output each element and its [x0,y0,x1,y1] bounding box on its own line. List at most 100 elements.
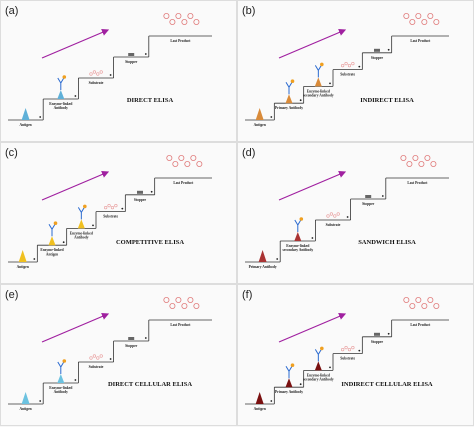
step-label-line: Stopper [371,340,384,344]
substrate-icon [351,61,355,66]
step-label-line: Primary Antibody [249,265,277,269]
step-label-line: Primary Antibody [275,390,303,394]
step-label-line: Last Product [407,181,428,185]
product-icon [193,302,200,309]
panel: (f) INDIRECT CELLULAR ELISA Antigen Primary… [237,284,474,426]
substrate-icon [326,214,330,218]
panel: (c)COMPETITIVE ELISAAntigenEnzyme-linked… [0,142,237,284]
stopper-icon [137,190,143,194]
step-label: Substrate [340,357,355,361]
product-icon [403,12,410,19]
panel: (d) SANDWICH ELISA Primary Antibody Enzyme-… [237,142,474,284]
product-icon [430,160,437,167]
product-icon [172,160,179,167]
step-label: Primary Antibody [249,265,277,269]
panel-title: DIRECT CELLULAR ELISA [108,381,192,388]
step-dot [62,241,65,244]
enzyme-icon [290,363,295,367]
step-label: Last Product [170,323,191,327]
step-label-line: Antibody [54,106,69,110]
substrate-icon [99,70,103,74]
substrate-icon [92,354,96,358]
step-label: Last Product [410,323,431,327]
product-icon [163,296,170,303]
step-dot [311,237,314,239]
antibody-icon [294,219,302,232]
step-label: Enzyme-linked secondary Antibody [303,373,334,381]
panel-letter: (a) [5,5,18,17]
step-label: Stopper [362,202,375,206]
step-label-line: Substrate [340,73,355,77]
antibody-icon [314,349,322,362]
step-label-line: Last Product [173,181,194,185]
step-label-line: Enzyme-linked [49,102,72,106]
panel-letter: (c) [5,147,18,159]
step-dot [39,400,42,402]
step-label: Stopper [134,198,147,202]
substrate-icon [99,354,103,358]
base-antigen [48,236,56,246]
product-icon [418,160,425,167]
step-label-line: Substrate [326,223,341,227]
step-label-line: Antigen [20,407,32,411]
stopper-icon [374,48,380,52]
step-dot [299,383,302,386]
step-label-line: Last Product [410,323,431,327]
panel: (b) INDIRECT ELISA Antigen Primary Antibody… [237,0,474,142]
panel-frame [0,0,237,142]
substrate-icon [92,70,96,74]
step-label: Substrate [103,215,118,219]
step-dot [346,216,349,218]
product-icon [163,12,170,19]
process-arrow [278,29,347,59]
product-icon [421,302,428,309]
step-dot [74,379,77,381]
process-arrow [41,29,110,59]
step-dot [358,349,361,352]
antigen-icon [21,392,30,404]
product-icon [409,18,416,25]
step-dot [276,258,279,260]
stopper-icon [128,53,135,56]
step-label-line: secondary Antibody [282,248,313,252]
antibody-icon [314,65,322,78]
step-label: Antigen [20,123,32,127]
step-label-line: Substrate [340,357,355,361]
panel-letter: (e) [5,289,18,301]
step-label-line: Enzyme-linked [286,244,309,248]
step-dot [39,116,42,118]
base-antigen [314,361,322,371]
step-label-line: Stopper [125,60,138,64]
step-label: Antigen [20,407,32,411]
step-label: Enzyme-linked secondary Antibody [303,89,334,97]
product-icon [169,18,176,25]
antibody-icon [285,365,293,379]
product-icon [403,296,410,303]
base-antigen [77,219,85,229]
step-label-line: Primary Antibody [275,106,303,110]
product-icon [415,296,422,303]
enzyme-icon [290,79,295,83]
step-dot [150,190,153,193]
product-icon [409,302,416,309]
base-antigen [57,374,65,383]
substrate-icon [107,203,111,208]
panel-frame [237,142,474,284]
panel-letter: (d) [242,147,255,159]
step-label-line: Last Product [170,323,191,327]
panel-letter: (f) [242,289,252,301]
step-label: Last Product [170,39,191,43]
step-label: Last Product [173,181,194,185]
substrate-icon [89,356,93,360]
substrate-icon [329,212,333,216]
antigen-icon [18,250,27,262]
step-label-line: Antibody [54,390,69,394]
process-arrow [278,313,347,343]
substrate-icon [347,63,352,68]
step-dot [387,48,390,51]
step-label: Enzyme-linked secondary Antibody [282,244,313,252]
product-icon [424,154,431,161]
substrate-icon [347,347,352,352]
substrate-icon [341,63,345,68]
step-label: Enzyme-linked Antibody [49,102,72,110]
